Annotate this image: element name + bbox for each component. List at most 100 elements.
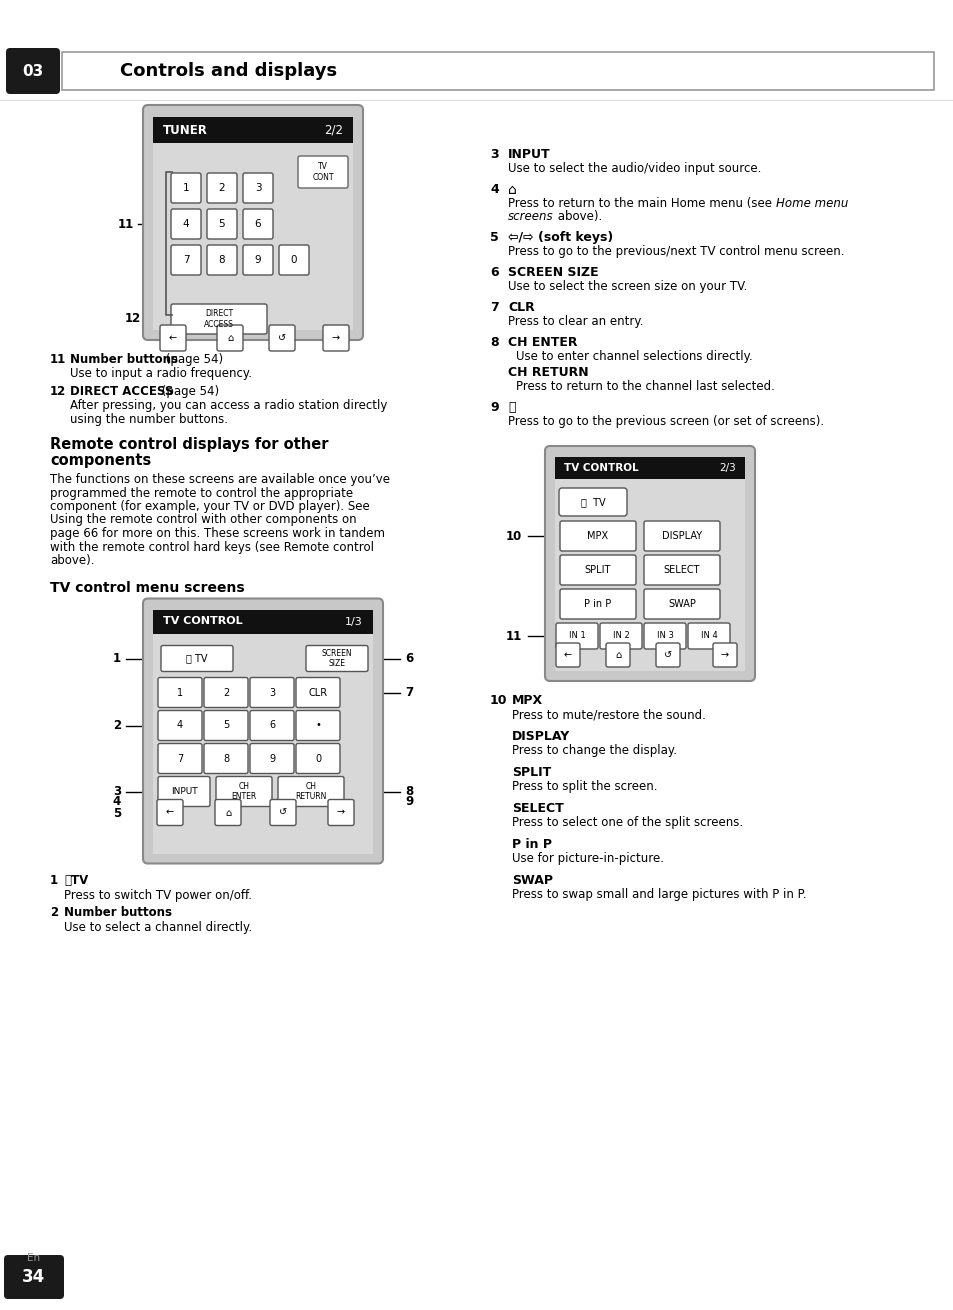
Text: IN 1: IN 1 bbox=[568, 631, 585, 641]
Text: Remote control displays for other: Remote control displays for other bbox=[50, 438, 328, 452]
FancyBboxPatch shape bbox=[207, 245, 236, 275]
FancyBboxPatch shape bbox=[558, 489, 626, 516]
Text: Use to select a channel directly.: Use to select a channel directly. bbox=[64, 921, 252, 934]
Text: 2/3: 2/3 bbox=[719, 462, 735, 473]
Text: above).: above). bbox=[554, 210, 601, 223]
Text: (page 54): (page 54) bbox=[158, 385, 219, 398]
Text: 1: 1 bbox=[112, 652, 121, 665]
FancyBboxPatch shape bbox=[323, 325, 349, 351]
Text: INPUT: INPUT bbox=[507, 148, 550, 161]
Text: 2: 2 bbox=[223, 688, 229, 697]
Text: Press to return to the channel last selected.: Press to return to the channel last sele… bbox=[516, 380, 774, 393]
FancyBboxPatch shape bbox=[556, 624, 598, 648]
Text: 4: 4 bbox=[490, 183, 498, 196]
FancyBboxPatch shape bbox=[152, 117, 353, 143]
Text: DISPLAY: DISPLAY bbox=[512, 730, 570, 743]
Text: ⌂: ⌂ bbox=[507, 183, 517, 196]
Text: ⇦/⇨ (soft keys): ⇦/⇨ (soft keys) bbox=[507, 231, 613, 244]
Text: 2: 2 bbox=[112, 719, 121, 732]
Text: CLR: CLR bbox=[308, 688, 327, 697]
Text: 0: 0 bbox=[291, 255, 297, 265]
FancyBboxPatch shape bbox=[559, 555, 636, 586]
FancyBboxPatch shape bbox=[306, 646, 368, 672]
Text: Press to switch TV power on/off.: Press to switch TV power on/off. bbox=[64, 888, 252, 901]
Text: using the number buttons.: using the number buttons. bbox=[70, 413, 228, 426]
Text: 3: 3 bbox=[112, 785, 121, 798]
Text: components: components bbox=[50, 453, 152, 468]
Text: Use to select the audio/video input source.: Use to select the audio/video input sour… bbox=[507, 162, 760, 176]
Text: 12: 12 bbox=[50, 385, 66, 398]
FancyBboxPatch shape bbox=[270, 799, 295, 825]
FancyBboxPatch shape bbox=[643, 624, 685, 648]
Text: The functions on these screens are available once you’ve: The functions on these screens are avail… bbox=[50, 473, 390, 486]
FancyBboxPatch shape bbox=[157, 799, 183, 825]
FancyBboxPatch shape bbox=[160, 325, 186, 351]
Text: above).: above). bbox=[50, 554, 94, 567]
FancyBboxPatch shape bbox=[158, 777, 210, 807]
Text: 8: 8 bbox=[223, 753, 229, 764]
Text: page 66 for more on this. These screens work in tandem: page 66 for more on this. These screens … bbox=[50, 527, 385, 540]
Text: 10: 10 bbox=[490, 694, 507, 707]
FancyBboxPatch shape bbox=[171, 173, 201, 203]
FancyBboxPatch shape bbox=[328, 799, 354, 825]
Text: Number buttons: Number buttons bbox=[64, 907, 172, 920]
Text: 2: 2 bbox=[50, 907, 58, 920]
FancyBboxPatch shape bbox=[278, 245, 309, 275]
FancyBboxPatch shape bbox=[158, 710, 202, 740]
Text: ↺: ↺ bbox=[277, 333, 286, 343]
FancyBboxPatch shape bbox=[605, 643, 629, 667]
FancyBboxPatch shape bbox=[559, 521, 636, 552]
FancyBboxPatch shape bbox=[214, 799, 241, 825]
Text: ←: ← bbox=[563, 650, 572, 660]
Text: 1/3: 1/3 bbox=[345, 617, 363, 626]
Text: with the remote control hard keys (see Remote control: with the remote control hard keys (see R… bbox=[50, 541, 374, 554]
Text: 3: 3 bbox=[254, 183, 261, 193]
Text: Home menu: Home menu bbox=[775, 196, 847, 210]
Text: 4: 4 bbox=[176, 721, 183, 731]
FancyBboxPatch shape bbox=[555, 457, 744, 479]
FancyBboxPatch shape bbox=[712, 643, 737, 667]
Text: 2: 2 bbox=[218, 183, 225, 193]
Text: 7: 7 bbox=[405, 686, 413, 700]
FancyBboxPatch shape bbox=[243, 173, 273, 203]
Text: DIRECT ACCESS: DIRECT ACCESS bbox=[70, 385, 173, 398]
Text: 3: 3 bbox=[490, 148, 498, 161]
FancyBboxPatch shape bbox=[243, 245, 273, 275]
Text: ⌂: ⌂ bbox=[227, 333, 233, 343]
FancyBboxPatch shape bbox=[555, 474, 744, 671]
Text: 11: 11 bbox=[117, 217, 133, 231]
Text: DIRECT
ACCESS: DIRECT ACCESS bbox=[204, 309, 233, 329]
FancyBboxPatch shape bbox=[152, 609, 373, 634]
Text: P in P: P in P bbox=[512, 838, 552, 852]
Text: Press to go to the previous/next TV control menu screen.: Press to go to the previous/next TV cont… bbox=[507, 245, 843, 258]
Text: Use to select the screen size on your TV.: Use to select the screen size on your TV… bbox=[507, 280, 746, 293]
Text: 9: 9 bbox=[405, 795, 413, 808]
Text: 6: 6 bbox=[269, 721, 274, 731]
FancyBboxPatch shape bbox=[559, 590, 636, 620]
Text: 11: 11 bbox=[50, 352, 66, 365]
FancyBboxPatch shape bbox=[215, 777, 272, 807]
Text: (page 54): (page 54) bbox=[162, 352, 223, 365]
Text: Press to go to the previous screen (or set of screens).: Press to go to the previous screen (or s… bbox=[507, 415, 823, 428]
FancyBboxPatch shape bbox=[207, 173, 236, 203]
FancyBboxPatch shape bbox=[243, 210, 273, 238]
Text: 6: 6 bbox=[405, 652, 413, 665]
FancyBboxPatch shape bbox=[687, 624, 729, 648]
FancyBboxPatch shape bbox=[152, 626, 373, 854]
Text: SELECT: SELECT bbox=[512, 802, 563, 815]
Text: SPLIT: SPLIT bbox=[512, 766, 551, 779]
Text: Press to change the display.: Press to change the display. bbox=[512, 744, 677, 757]
FancyBboxPatch shape bbox=[277, 777, 344, 807]
Text: After pressing, you can access a radio station directly: After pressing, you can access a radio s… bbox=[70, 400, 387, 413]
Text: ⭘ TV: ⭘ TV bbox=[186, 654, 208, 663]
Text: 7: 7 bbox=[490, 301, 498, 314]
Text: CH ENTER: CH ENTER bbox=[507, 335, 577, 348]
Text: TUNER: TUNER bbox=[163, 123, 208, 136]
FancyBboxPatch shape bbox=[204, 677, 248, 707]
FancyBboxPatch shape bbox=[161, 646, 233, 672]
Text: →: → bbox=[336, 807, 345, 817]
Text: ⭘  TV: ⭘ TV bbox=[580, 496, 604, 507]
Text: 5: 5 bbox=[490, 231, 498, 244]
Text: Use for picture-in-picture.: Use for picture-in-picture. bbox=[512, 852, 663, 865]
Text: IN 4: IN 4 bbox=[700, 631, 717, 641]
